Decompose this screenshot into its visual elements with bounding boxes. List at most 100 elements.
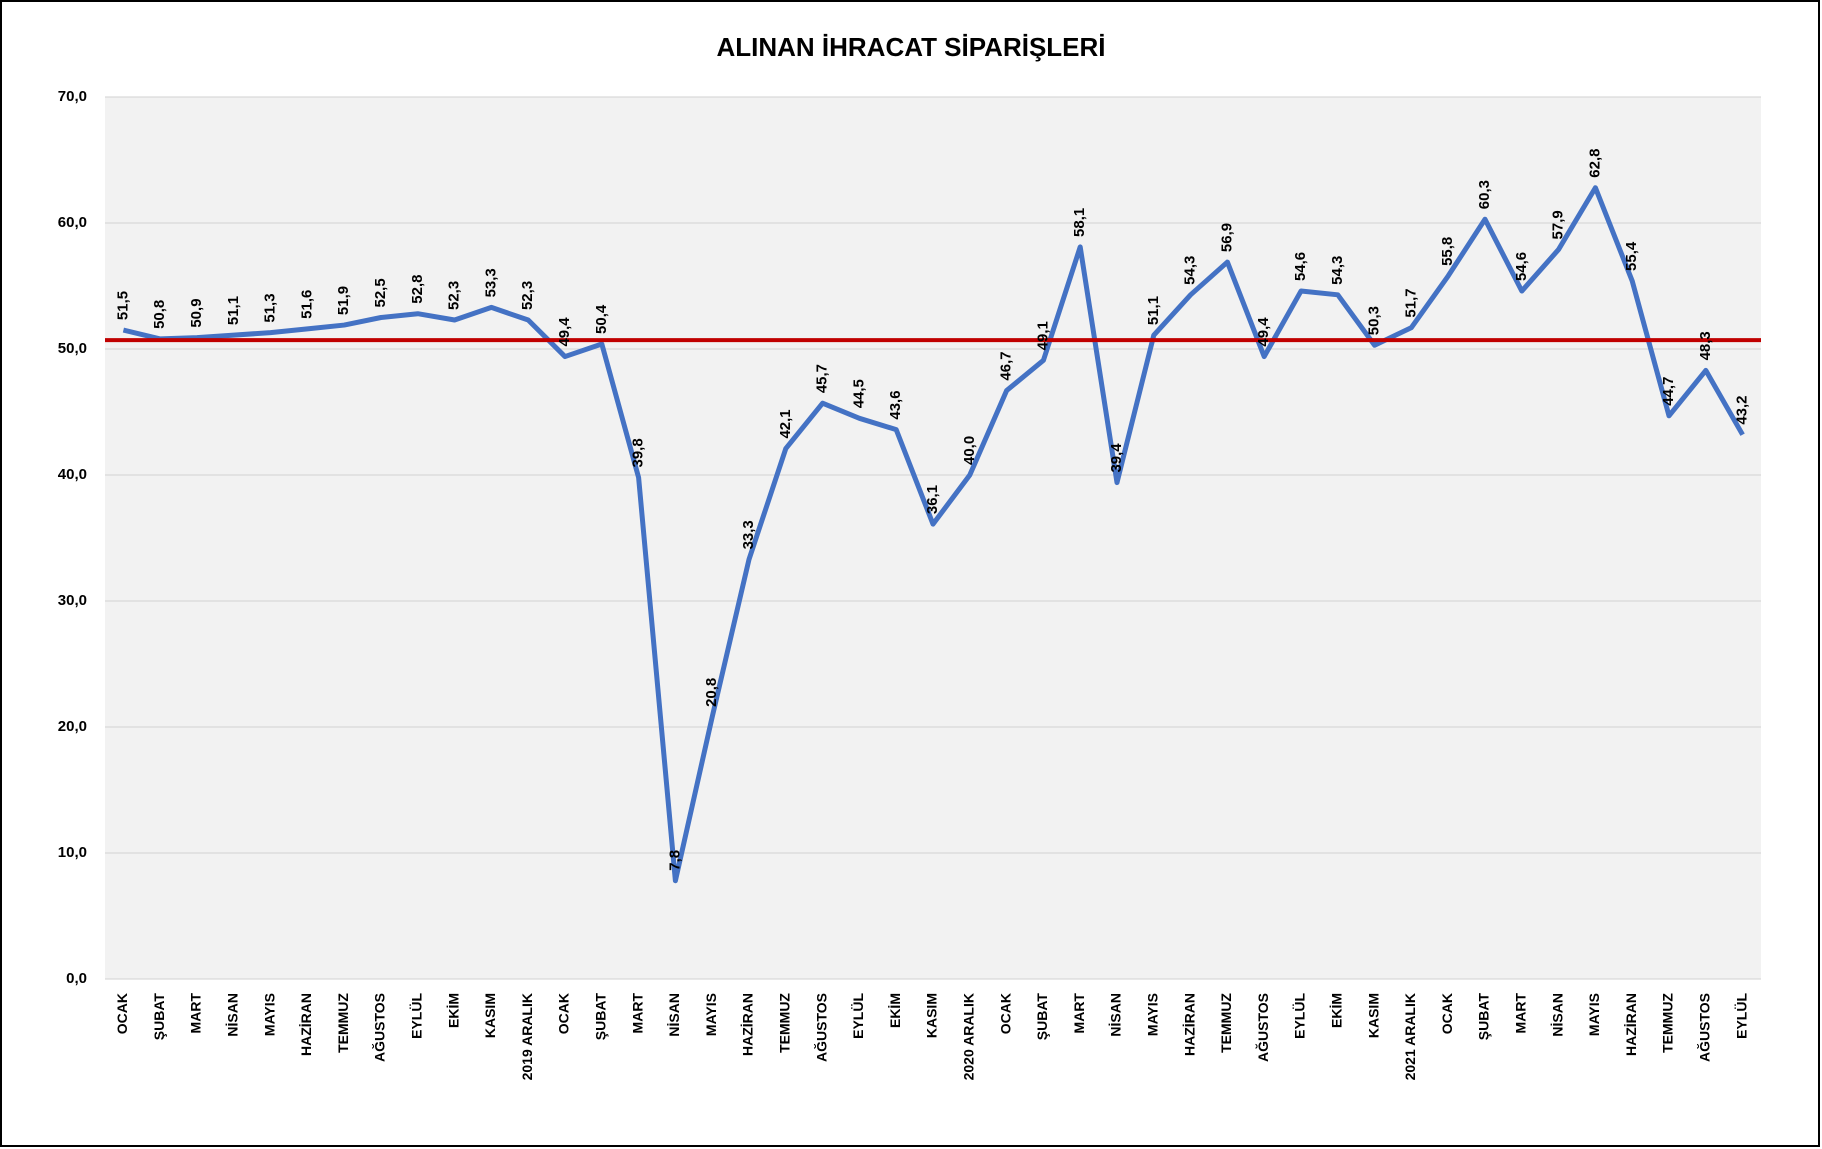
- x-tick-label: MART: [1513, 993, 1529, 1034]
- x-tick-label: MART: [1071, 993, 1087, 1034]
- x-tick-label: NİSAN: [1108, 993, 1124, 1037]
- y-tick-label: 20,0: [58, 718, 87, 735]
- data-line: [122, 185, 1745, 884]
- value-label: 55,4: [1623, 241, 1640, 271]
- x-tick-label: TEMMUZ: [777, 993, 793, 1053]
- x-tick-label: OCAK: [997, 993, 1013, 1034]
- value-label: 51,1: [225, 296, 242, 325]
- x-tick-label: EKİM: [1329, 993, 1345, 1028]
- x-tick-label: EYLÜL: [1292, 993, 1308, 1039]
- value-label: 39,4: [1108, 443, 1125, 473]
- x-tick-label: MAYIS: [703, 993, 719, 1036]
- value-label: 54,6: [1292, 252, 1309, 281]
- value-label: 7,8: [666, 850, 683, 871]
- x-tick-label: NİSAN: [225, 993, 241, 1037]
- x-tick-label: KASIM: [1365, 993, 1381, 1038]
- x-tick-label: KASIM: [924, 993, 940, 1038]
- y-tick-label: 40,0: [58, 466, 87, 483]
- value-label: 60,3: [1476, 180, 1493, 209]
- y-tick-label: 30,0: [58, 592, 87, 609]
- x-tick-label: ŞUBAT: [593, 993, 609, 1041]
- value-label: 44,5: [850, 379, 867, 408]
- value-label: 54,3: [1329, 256, 1346, 285]
- plot-area: [105, 97, 1761, 979]
- y-tick-label: 60,0: [58, 214, 87, 231]
- value-label: 51,1: [1145, 296, 1162, 325]
- value-label: 42,1: [777, 409, 794, 438]
- value-label: 56,9: [1218, 223, 1235, 252]
- y-tick-label: 10,0: [58, 844, 87, 861]
- value-label: 51,7: [1402, 288, 1419, 317]
- value-label: 58,1: [1071, 208, 1088, 237]
- x-tick-label: NİSAN: [1549, 993, 1565, 1037]
- value-label: 51,6: [298, 290, 315, 319]
- x-tick-label: AĞUSTOS: [371, 993, 388, 1062]
- x-tick-label: HAZİRAN: [740, 993, 756, 1056]
- value-label: 36,1: [924, 485, 941, 514]
- x-tick-label: KASIM: [482, 993, 498, 1038]
- value-label: 50,3: [1366, 306, 1383, 335]
- x-tick-label: TEMMUZ: [335, 993, 351, 1053]
- x-tick-label: TEMMUZ: [1218, 993, 1234, 1053]
- value-label: 43,6: [887, 390, 904, 419]
- x-tick-label: NİSAN: [666, 993, 682, 1037]
- x-tick-label: MAYIS: [1145, 993, 1161, 1036]
- value-label: 20,8: [703, 678, 720, 707]
- x-tick-label: MART: [629, 993, 645, 1034]
- value-label: 39,8: [630, 438, 647, 467]
- x-tick-label: ŞUBAT: [1476, 993, 1492, 1041]
- y-tick-label: 0,0: [66, 970, 87, 987]
- value-label: 54,6: [1513, 252, 1530, 281]
- x-tick-label: EYLÜL: [1733, 993, 1749, 1039]
- x-tick-label: MART: [188, 993, 204, 1034]
- value-label: 40,0: [961, 436, 978, 465]
- value-label: 49,4: [556, 317, 573, 347]
- value-label: 50,8: [151, 300, 168, 329]
- x-tick-label: OCAK: [1439, 993, 1455, 1034]
- x-tick-label: HAZİRAN: [298, 993, 314, 1056]
- x-tick-label: OCAK: [114, 993, 130, 1034]
- value-label: 49,4: [1255, 317, 1272, 347]
- y-tick-label: 50,0: [58, 340, 87, 357]
- value-label: 53,3: [482, 268, 499, 297]
- value-label: 57,9: [1550, 210, 1567, 239]
- value-label: 50,4: [593, 304, 610, 334]
- x-tick-label: 2020 ARALIK: [961, 993, 977, 1080]
- x-tick-label: AĞUSTOS: [1696, 993, 1713, 1062]
- value-label: 52,5: [372, 278, 389, 307]
- value-label: 62,8: [1586, 149, 1603, 178]
- chart-title: ALINAN İHRACAT SİPARİŞLERİ: [716, 32, 1105, 62]
- x-tick-label: AĞUSTOS: [812, 993, 829, 1062]
- x-tick-label: HAZİRAN: [1623, 993, 1639, 1056]
- x-tick-label: MAYIS: [1586, 993, 1602, 1036]
- value-label: 49,1: [1034, 321, 1051, 350]
- value-label: 44,7: [1660, 377, 1677, 406]
- x-tick-label: ŞUBAT: [1034, 993, 1050, 1041]
- x-tick-label: OCAK: [556, 993, 572, 1034]
- x-tick-label: AĞUSTOS: [1254, 993, 1271, 1062]
- value-label: 45,7: [814, 364, 831, 393]
- x-tick-label: ŞUBAT: [151, 993, 167, 1041]
- x-tick-label: TEMMUZ: [1660, 993, 1676, 1053]
- x-tick-label: 2019 ARALIK: [519, 993, 535, 1080]
- value-label: 51,9: [335, 286, 352, 315]
- value-label: 54,3: [1182, 256, 1199, 285]
- value-label: 33,3: [740, 520, 757, 549]
- value-label: 52,3: [446, 281, 463, 310]
- x-tick-label: EYLÜL: [409, 993, 425, 1039]
- value-label: 51,5: [114, 291, 131, 320]
- value-label: 46,7: [998, 351, 1015, 380]
- value-label: 48,3: [1697, 331, 1714, 360]
- x-tick-label: 2021 ARALIK: [1402, 993, 1418, 1080]
- x-tick-label: MAYIS: [261, 993, 277, 1036]
- x-tick-label: HAZİRAN: [1181, 993, 1197, 1056]
- value-label: 43,2: [1734, 395, 1751, 424]
- value-label: 52,3: [519, 281, 536, 310]
- value-label: 50,9: [188, 298, 205, 327]
- x-tick-label: EKİM: [445, 993, 461, 1028]
- value-label: 51,3: [262, 293, 279, 322]
- value-label: 52,8: [409, 275, 426, 304]
- value-label: 55,8: [1439, 237, 1456, 266]
